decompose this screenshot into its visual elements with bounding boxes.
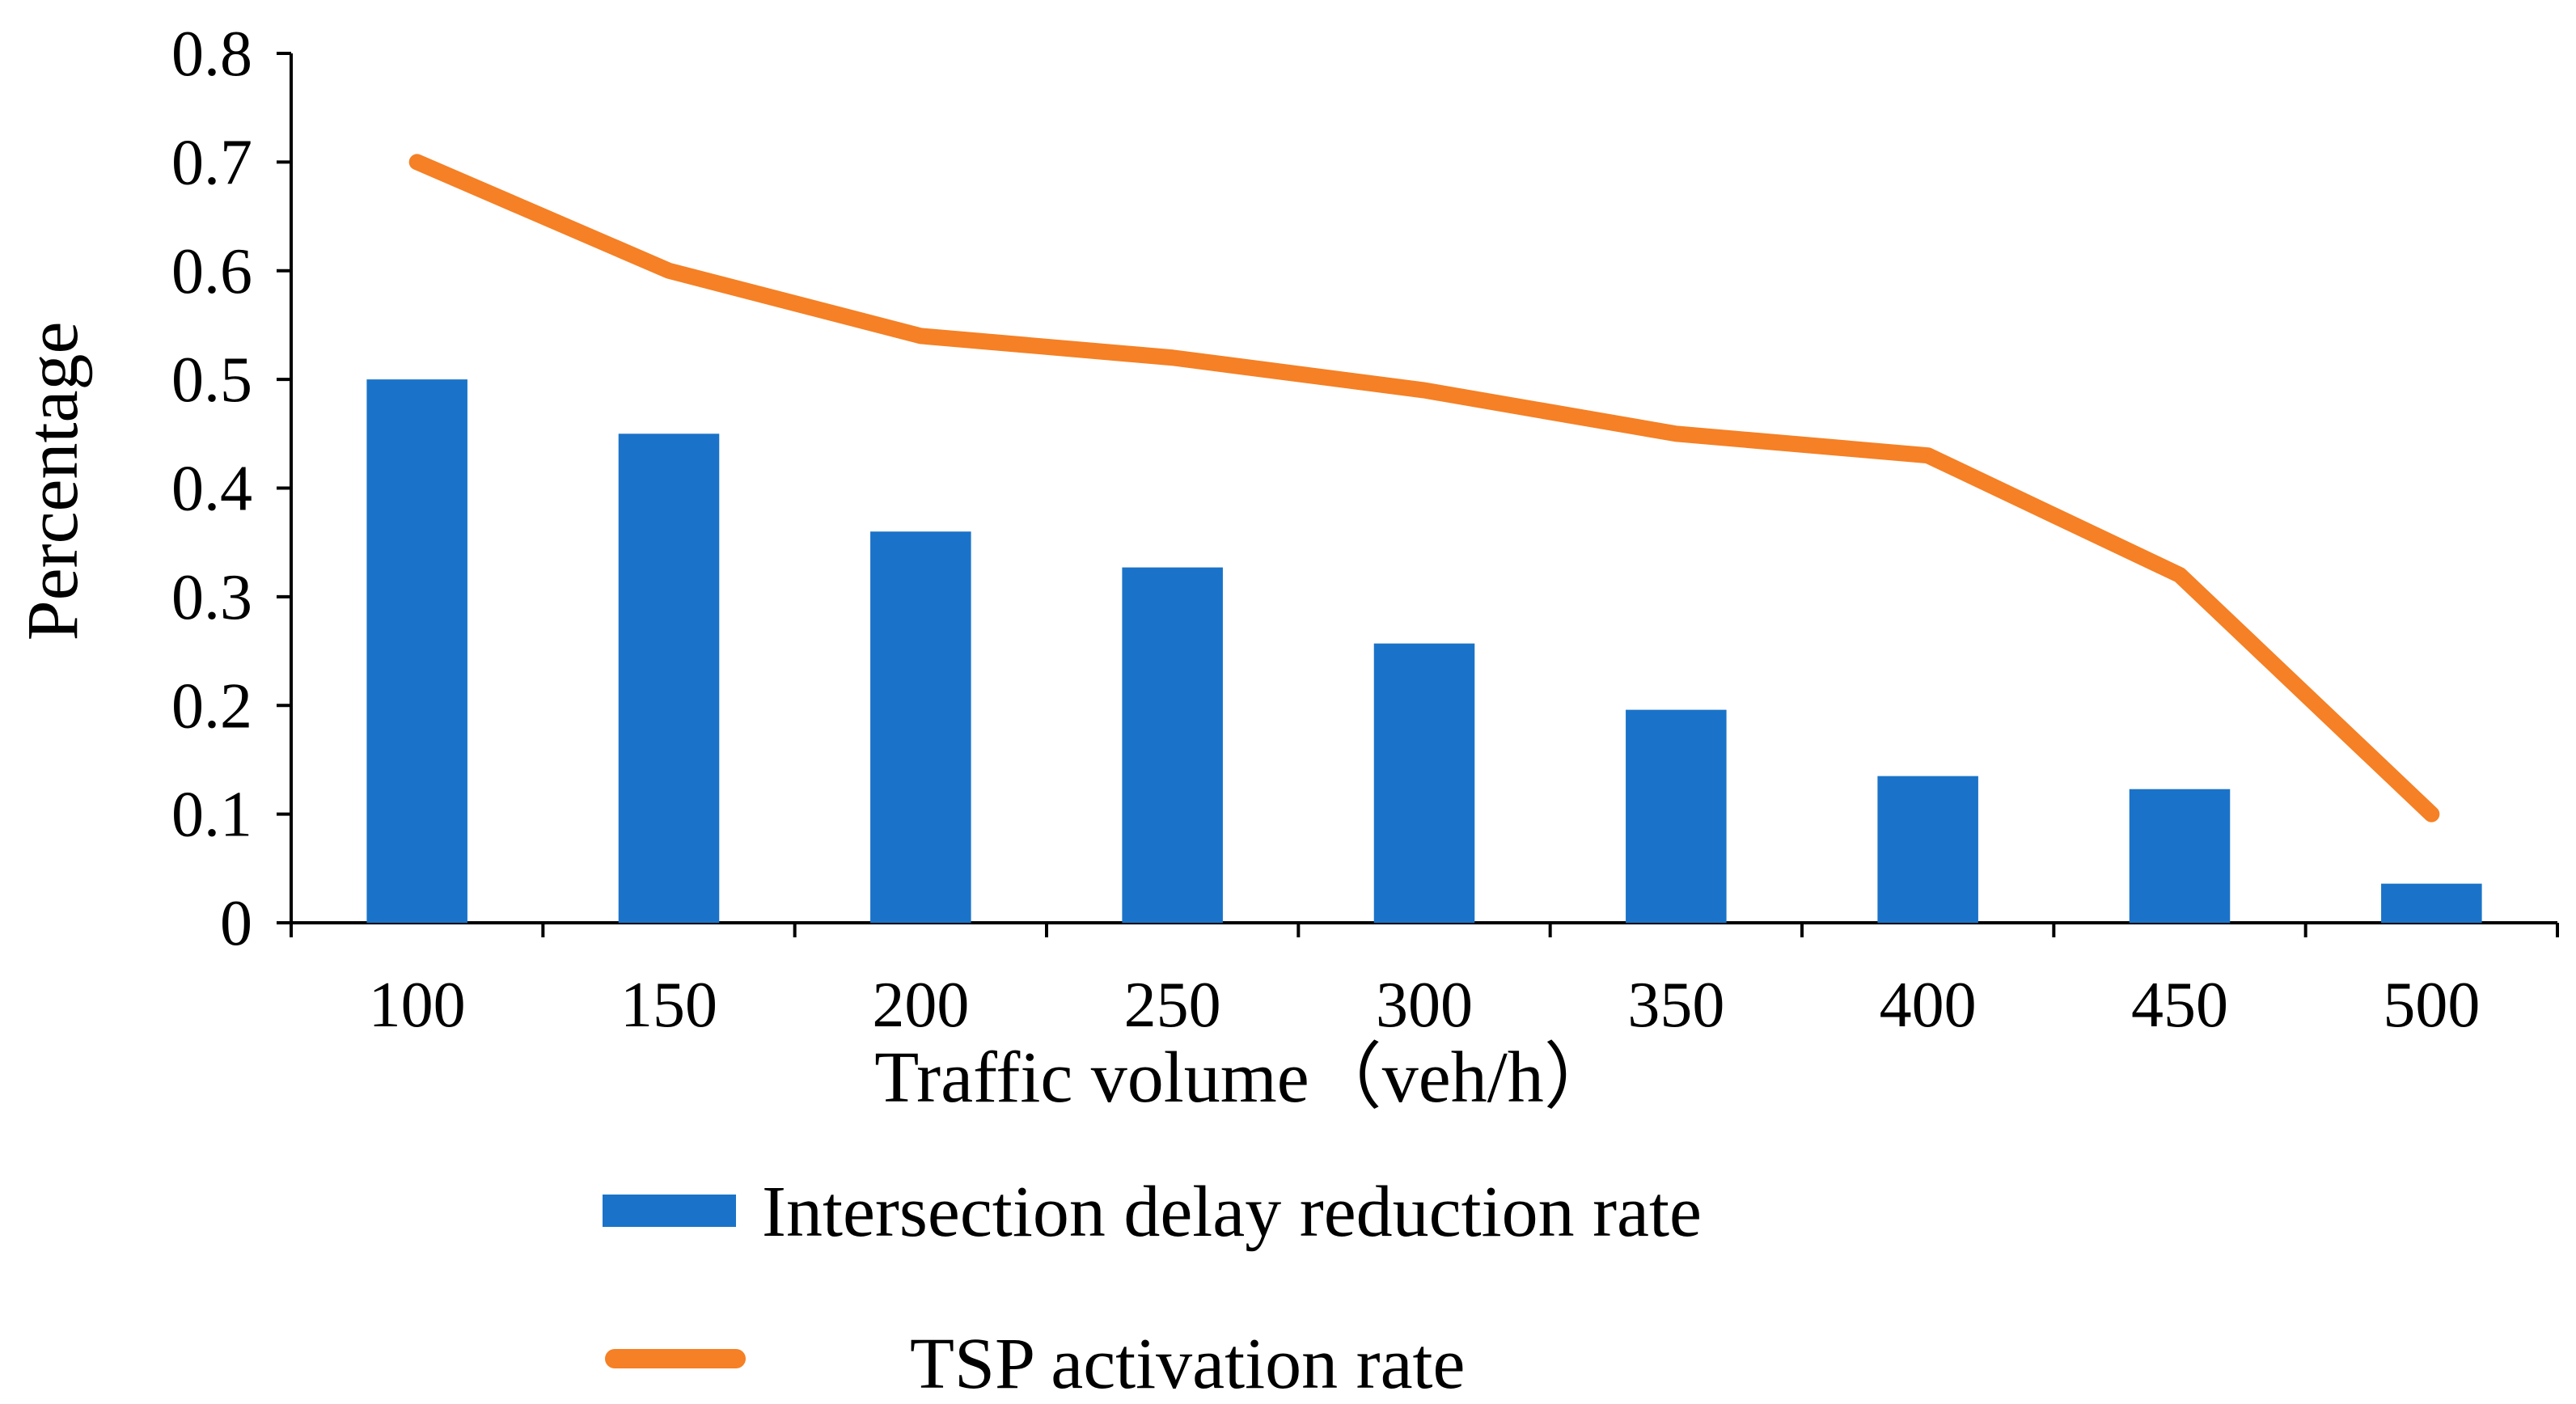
bar-350 — [1626, 709, 1727, 923]
y-axis-title: Percentage — [13, 322, 93, 641]
legend: Intersection delay reduction rate TSP ac… — [603, 1172, 1702, 1404]
bar-150 — [618, 433, 720, 923]
x-tick-label: 150 — [620, 970, 717, 1041]
y-tick-label: 0.6 — [171, 236, 252, 307]
y-tick-label: 0.4 — [171, 454, 252, 525]
y-tick-label: 0.5 — [171, 345, 252, 416]
line-point-400 — [1927, 455, 1929, 457]
line-point-500 — [2430, 813, 2433, 815]
bar-500 — [2381, 883, 2482, 923]
line-point-100 — [416, 161, 418, 163]
y-tick-label: 0.3 — [171, 562, 252, 633]
line-series — [408, 154, 2440, 823]
x-tick-label: 250 — [1124, 970, 1221, 1041]
x-axis-ticks: 100 150 200 250 300 350 400 450 500 — [290, 923, 2559, 1041]
x-tick-label: 500 — [2383, 970, 2480, 1041]
line-point-150 — [668, 269, 670, 272]
y-tick-label: 0.7 — [171, 127, 252, 198]
x-tick-label: 350 — [1627, 970, 1724, 1041]
line-point-200 — [920, 335, 922, 337]
y-tick-label: 0 — [220, 888, 252, 959]
bar-300 — [1373, 643, 1475, 923]
line-point-450 — [2179, 574, 2181, 576]
bar-series — [366, 379, 2482, 923]
x-tick-label: 300 — [1376, 970, 1473, 1041]
line-point-350 — [1675, 433, 1677, 435]
bar-400 — [1877, 776, 1978, 923]
bar-450 — [2129, 789, 2231, 923]
line-point-250 — [1171, 357, 1174, 359]
legend-bar-label: Intersection delay reduction rate — [762, 1172, 1702, 1252]
line-point-300 — [1423, 389, 1425, 391]
x-tick-label: 200 — [872, 970, 969, 1041]
x-tick-label: 400 — [1880, 970, 1977, 1041]
y-tick-label: 0.2 — [171, 670, 252, 742]
y-axis-ticks: 0 0.1 0.2 0.3 0.4 0.5 0.6 0.7 0.8 — [171, 19, 291, 959]
x-tick-label: 100 — [369, 970, 466, 1041]
bar-100 — [366, 379, 467, 923]
x-axis-title: Traffic volume（veh/h） — [874, 1038, 1616, 1118]
y-tick-label: 0.8 — [171, 19, 252, 90]
legend-line-label: TSP activation rate — [910, 1324, 1465, 1404]
x-tick-label: 450 — [2131, 970, 2228, 1041]
bar-200 — [870, 531, 971, 923]
bar-250 — [1122, 567, 1223, 923]
y-tick-label: 0.1 — [171, 780, 252, 851]
legend-bar-swatch — [603, 1195, 736, 1227]
